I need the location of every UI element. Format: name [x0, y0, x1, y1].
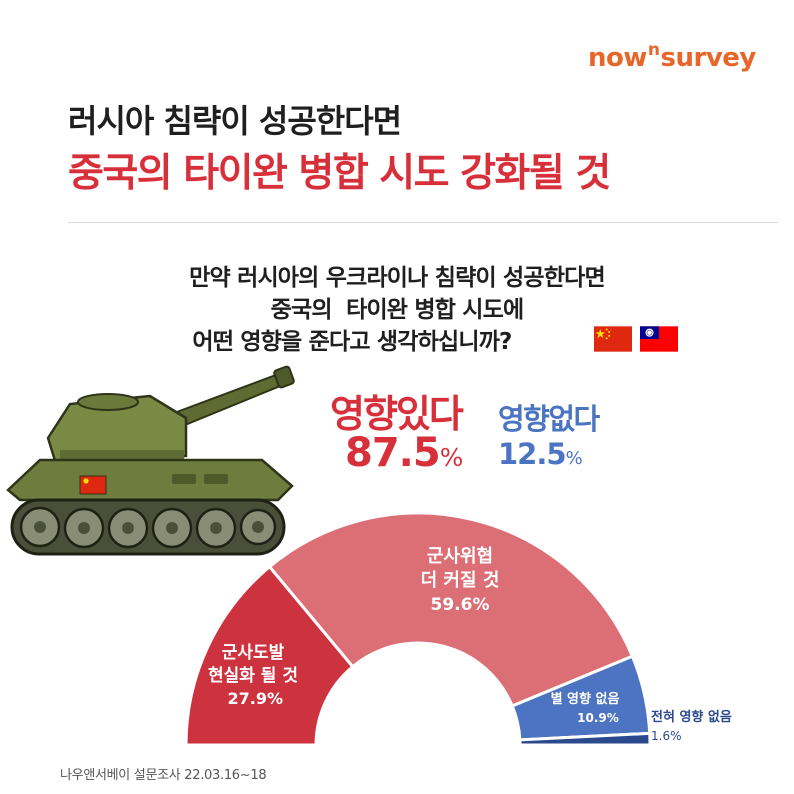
question-line3: 어떤 영향을 준다고 생각하십니까?: [192, 329, 512, 355]
not-affected-label: 영향없다: [498, 402, 600, 436]
slice-value: 10.9%: [577, 711, 619, 725]
slice-value: 1.6%: [651, 729, 682, 743]
headline-line2: 중국의 타이완 병합 시도 강화될 것: [68, 151, 611, 196]
question-line1: 만약 러시아의 우크라이나 침략이 성공한다면: [189, 265, 605, 291]
survey-question: 만약 러시아의 우크라이나 침략이 성공한다면 중국의 타이완 병합 시도에 어…: [0, 262, 794, 358]
slice-value: 59.6%: [431, 595, 490, 615]
affected-label: 영향있다: [330, 392, 464, 436]
slice-4: [518, 731, 652, 747]
slice-label-text: 전혀 영향 없음: [651, 709, 732, 725]
taiwan-flag-icon: [640, 326, 678, 352]
slice-label-text: 현실화 될 것: [208, 666, 298, 686]
slice-label-4: 전혀 영향 없음 1.6%: [651, 709, 732, 743]
slice-2: [267, 511, 635, 708]
tank-icon: [6, 365, 295, 556]
question-line2: 중국의 타이완 병합 시도에: [270, 297, 525, 323]
china-flag-icon: [594, 326, 632, 352]
brand-logo: nownsurvey: [588, 40, 756, 73]
slice-label-3: 별 영향 없음 10.9%: [551, 691, 620, 725]
affected-value: 87.5%: [345, 430, 463, 476]
slice-1: [184, 564, 355, 747]
slice-label-text: 별 영향 없음: [551, 691, 620, 707]
divider: [68, 222, 778, 223]
slice-label-text: 군사도발: [222, 643, 285, 663]
slice-label-text: 더 커질 것: [421, 570, 500, 591]
slice-value: 27.9%: [227, 689, 283, 708]
slice-label-text: 군사위협: [427, 545, 493, 567]
not-affected-value: 12.5%: [498, 437, 583, 471]
survey-source: 나우앤서베이 설문조사 22.03.16~18: [60, 768, 267, 783]
headline-line1: 러시아 침략이 성공한다면: [68, 102, 402, 140]
